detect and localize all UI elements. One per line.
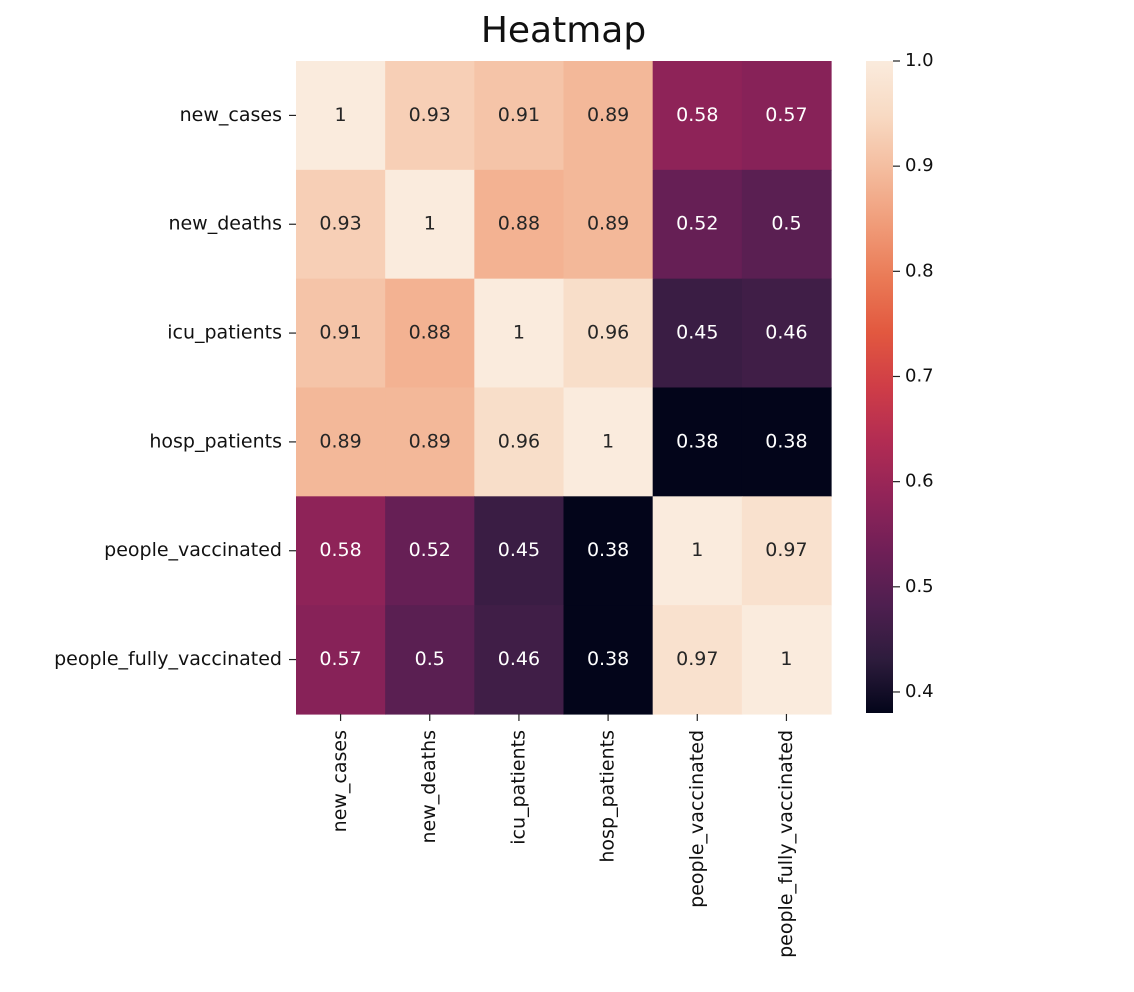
heatmap-cell-label: 0.45 [676,322,718,344]
heatmap-cell-label: 0.88 [409,322,451,344]
heatmap-cell-label: 0.96 [498,430,540,452]
heatmap-cell [474,387,565,497]
heatmap-cell [652,387,743,497]
heatmap-cell-label: 0.58 [319,539,361,561]
heatmap-cell [563,61,654,171]
heatmap-cell-label: 1 [335,104,347,126]
x-axis-tick-label: new_deaths [418,730,440,844]
y-axis-tick-label: icu_patients [167,322,282,344]
heatmap-cell-label: 1 [602,430,614,452]
x-axis-tick-label: icu_patients [507,730,529,845]
heatmap-cell [385,169,475,280]
heatmap-cell-label: 0.89 [409,430,451,452]
heatmap-cell [652,605,743,715]
heatmap-cell-label: 0.91 [319,322,361,344]
heatmap-cell [385,61,475,171]
colorbar: 0.4 0.5 0.6 0.7 0.8 0.9 1.0 [866,50,934,713]
heatmap-cell [296,496,386,606]
heatmap-cell [296,605,386,715]
colorbar-tick-label: 0.9 [905,155,934,176]
heatmap-cell-label: 0.38 [587,539,629,561]
heatmap-cell [652,496,743,606]
colorbar-tick-label: 0.7 [905,365,934,386]
x-axis-tick-label: hosp_patients [597,730,619,863]
heatmap-cell [652,61,743,171]
heatmap-cell-label: 0.88 [498,213,540,235]
heatmap-cell [741,387,832,497]
heatmap-cell-label: 0.52 [676,213,718,235]
heatmap-cell-label: 0.57 [319,648,361,670]
heatmap-cell [563,605,654,715]
heatmap-cell-label: 1 [513,322,525,344]
y-axis-tick-label: new_cases [180,104,282,126]
heatmap-cell-label: 0.38 [587,648,629,670]
colorbar-tick-label: 0.6 [905,471,934,492]
colorbar-tick-label: 0.5 [905,576,934,597]
heatmap-cell [563,169,654,280]
heatmap-cell-label: 0.89 [587,104,629,126]
y-axis-tick-label: hosp_patients [149,430,282,452]
heatmap-cell [474,278,565,389]
y-axis-tick-label: new_deaths [168,213,282,235]
heatmap-cell-label: 0.93 [409,104,451,126]
heatmap-cell [563,387,654,497]
heatmap-cells: 1 0.93 0.91 0.89 0.58 0.57 0.93 1 0.88 0.89 0.52 0.… [296,61,832,715]
heatmap-cell [741,169,832,280]
heatmap-cell [652,169,743,280]
heatmap-cell-label: 1 [691,539,703,561]
y-axis-tick-label: people_fully_vaccinated [54,648,282,670]
heatmap-cell [385,496,475,606]
heatmap-cell [385,605,475,715]
heatmap-cell-label: 0.46 [498,648,540,670]
heatmap-cell-label: 0.5 [415,648,445,670]
colorbar-tick-label: 0.8 [905,260,934,281]
heatmap-cell [474,61,565,171]
y-axis-tick-label: people_vaccinated [104,539,282,561]
heatmap-cell [296,169,386,280]
heatmap-cell [741,496,832,606]
heatmap-cell [385,387,475,497]
heatmap-cell [474,605,565,715]
heatmap-cell [741,278,832,389]
heatmap-cell-label: 0.45 [498,539,540,561]
heatmap-cell-label: 1 [424,213,436,235]
heatmap-cell-label: 0.38 [765,430,807,452]
heatmap-cell [741,61,832,171]
heatmap-cell-label: 0.97 [676,648,718,670]
x-axis-tick-label: new_cases [329,730,351,832]
heatmap-cell [741,605,832,715]
colorbar-gradient [866,61,893,713]
colorbar-tick-label: 1.0 [905,50,934,71]
colorbar-tick-label: 0.4 [905,681,934,702]
heatmap-cell [296,278,386,389]
heatmap-cell-label: 0.46 [765,322,807,344]
heatmap-cell-label: 0.5 [771,213,801,235]
chart-title: Heatmap [481,10,646,51]
heatmap-cell [563,496,654,606]
heatmap-cell-label: 0.93 [319,213,361,235]
heatmap-cell [563,278,654,389]
heatmap-cell-label: 0.97 [765,539,807,561]
heatmap-cell [385,278,475,389]
heatmap-cell-label: 0.38 [676,430,718,452]
heatmap-cell [474,169,565,280]
heatmap-cell-label: 0.96 [587,322,629,344]
x-axis-tick-label: people_vaccinated [686,730,708,908]
heatmap-axis-labels: new_cases new_deaths icu_patients hosp_pati… [54,104,797,958]
heatmap-cell-label: 0.57 [765,104,807,126]
heatmap-cell [296,387,386,497]
heatmap-cell-label: 0.58 [676,104,718,126]
heatmap-cell-label: 0.89 [587,213,629,235]
heatmap-cell-label: 1 [780,648,792,670]
heatmap-cell [296,61,386,171]
heatmap-cell-label: 0.52 [409,539,451,561]
heatmap-cell-label: 0.89 [319,430,361,452]
x-axis-tick-label: people_fully_vaccinated [775,730,797,958]
heatmap-cell [474,496,565,606]
heatmap-cell [652,278,743,389]
heatmap-cell-label: 0.91 [498,104,540,126]
